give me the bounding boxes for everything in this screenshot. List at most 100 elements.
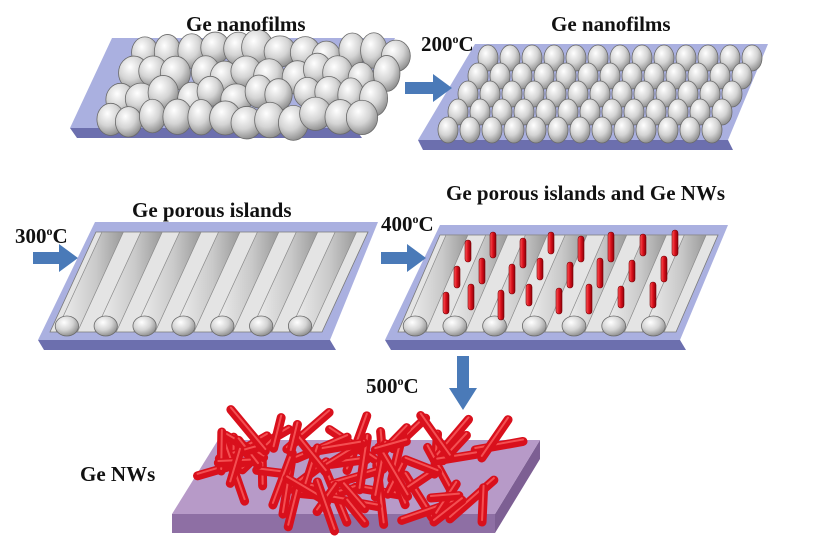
stage-title: Ge NWs (80, 462, 156, 486)
nanowire-highlight (255, 467, 285, 473)
nanowire-highlight (433, 416, 470, 459)
ge-nanowire (555, 287, 563, 315)
ge-nanowire (477, 415, 513, 463)
ge-nanowire (596, 257, 604, 289)
down-arrow-icon (449, 356, 477, 410)
porous-island-stripe (443, 234, 509, 333)
ge-nanoparticle (701, 116, 723, 144)
ge-nanoparticle (503, 116, 525, 144)
ge-nanowire (660, 255, 668, 283)
nanowire-highlight (316, 478, 336, 530)
panel-nanowires (172, 405, 540, 536)
ge-nanoparticle (635, 116, 657, 144)
nanowire-highlight (289, 421, 299, 452)
nanowire-highlight (474, 438, 524, 449)
porous-island-stripe (172, 231, 241, 333)
ge-nanowire (400, 466, 439, 496)
ge-nanowire (429, 414, 474, 465)
substrate-side (385, 340, 686, 350)
ge-nanowire (628, 259, 636, 283)
porous-island-stripe (210, 231, 280, 333)
right-arrow-icon (381, 244, 426, 272)
ge-nanowire (432, 449, 481, 466)
ge-nanowire (467, 283, 475, 311)
nanowire-highlight (374, 438, 408, 450)
nanowire-layer (442, 229, 679, 321)
nanowire-highlight (436, 451, 478, 460)
ge-nanowire (252, 465, 288, 479)
ge-nanowire (464, 239, 472, 263)
panel-porous-islands (38, 222, 378, 350)
ge-nanoparticle (442, 315, 468, 337)
ge-nanowire (426, 491, 464, 503)
ge-nanoparticle (132, 315, 157, 337)
porous-island-stripe (403, 234, 469, 333)
ge-nanowire (607, 231, 615, 263)
ge-nanoparticle (345, 99, 379, 136)
temperature-label: 500oC (366, 374, 419, 398)
ge-nanoparticle (601, 315, 627, 337)
ge-nanowire (478, 257, 486, 285)
ge-nanoparticle (679, 116, 701, 144)
ge-nanowire (401, 455, 443, 477)
ge-nanoparticle (139, 98, 166, 134)
island-layer (397, 234, 719, 337)
porous-island-stripe (249, 231, 319, 333)
ge-nanoparticle (114, 106, 143, 138)
porous-island-stripe (288, 231, 358, 333)
panel-nanofilm-initial (70, 29, 411, 141)
nanowire-highlight (229, 406, 267, 451)
sphere-layer (96, 29, 411, 141)
nanowire-highlight (271, 450, 294, 504)
ge-nanowire (453, 265, 461, 289)
panel-islands-nanowires (385, 225, 728, 350)
ge-nanoparticle (459, 116, 481, 144)
ge-nanowire (226, 405, 270, 456)
panel-nanofilm-annealed (418, 44, 768, 150)
temperature-label: 400oC (381, 212, 434, 236)
ge-nanowire (429, 495, 467, 527)
ge-nanoparticle (481, 116, 503, 144)
substrate-side-right (495, 440, 540, 533)
right-arrow-icon (33, 244, 78, 272)
ge-nanowire (442, 291, 450, 315)
nanowire-highlight (480, 416, 510, 457)
ge-nanoparticle (210, 315, 235, 337)
substrate-side (38, 340, 336, 350)
nanowire-highlight (481, 484, 485, 522)
ge-nanoparticle (171, 315, 196, 337)
ge-nanoparticle (525, 116, 547, 144)
ge-nanoparticle (561, 315, 587, 337)
porous-island-stripe (602, 234, 667, 333)
ge-nanoparticle (54, 315, 79, 337)
ge-nanowire (577, 235, 585, 263)
ge-nanoparticle (657, 116, 679, 144)
ge-nanowire (525, 283, 533, 307)
ge-nanowire (566, 261, 574, 289)
ge-nanoparticle (591, 116, 613, 144)
ge-nanoparticle (402, 315, 428, 337)
ge-nanoparticle (287, 315, 313, 337)
ge-nanowire (671, 229, 679, 257)
ge-nanoparticle (569, 116, 591, 144)
stage-title: Ge nanofilms (551, 12, 671, 36)
nanowire-highlight (426, 444, 452, 489)
ge-nanoparticle (482, 315, 507, 337)
ge-nanoparticle (93, 315, 118, 337)
ge-nanowire (489, 231, 497, 259)
stage-title: Ge nanofilms (186, 12, 306, 36)
ge-nanoparticle (547, 116, 569, 144)
ge-nanoparticle (641, 315, 666, 337)
nanowire-highlight (429, 492, 460, 498)
ge-nanowire (370, 436, 411, 455)
nanowire-highlight (342, 482, 366, 508)
nanowire-highlight (346, 498, 366, 523)
ge-nanowire (547, 231, 555, 255)
nanowire-highlight (432, 497, 463, 522)
ge-nanowire (536, 257, 544, 281)
ge-nanowire (290, 429, 331, 477)
nanowire-highlight (419, 412, 451, 456)
nanowire-highlight (272, 414, 283, 448)
ge-nanoparticle (613, 116, 635, 144)
